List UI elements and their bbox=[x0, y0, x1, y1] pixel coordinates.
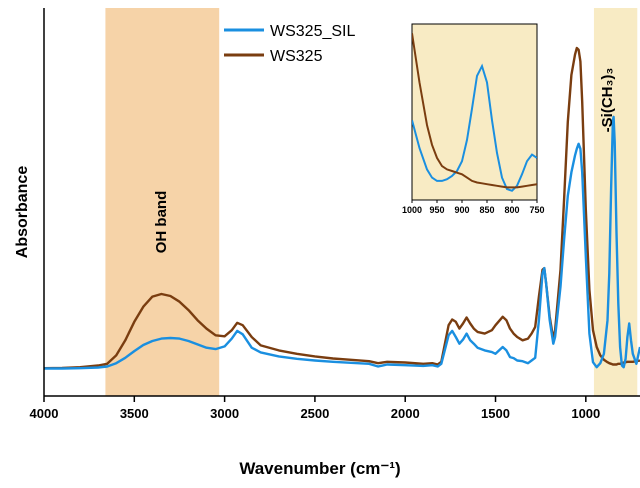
inset-x-tick-label-750: 750 bbox=[529, 205, 544, 215]
inset-x-tick-label-800: 800 bbox=[504, 205, 519, 215]
inset-series-line-ws325-sil bbox=[412, 63, 537, 192]
band-oh bbox=[105, 8, 220, 396]
inset-x-ticks: 1000 950 900 850 800 750 bbox=[402, 200, 545, 215]
inset-series-line-ws325 bbox=[412, 33, 537, 189]
series-line-ws325 bbox=[44, 46, 640, 370]
series-layer bbox=[44, 46, 640, 370]
legend-label-ws325-sil: WS325_SIL bbox=[270, 23, 355, 40]
legend: WS325_SIL WS325 bbox=[224, 23, 355, 65]
inset-series-layer bbox=[412, 33, 537, 192]
inset-x-tick-label-850: 850 bbox=[479, 205, 494, 215]
x-tick-label-2500: 2500 bbox=[300, 406, 329, 421]
inset-plot-area bbox=[411, 23, 538, 201]
bands-layer bbox=[105, 8, 638, 396]
inset-chart: 1000 950 900 850 800 750 bbox=[402, 23, 545, 215]
series-line-ws325-sil bbox=[44, 115, 640, 370]
y-axis-title: Absorbance bbox=[14, 166, 31, 259]
x-ticks: 4000 3500 3000 2500 2000 1500 1000 bbox=[30, 396, 600, 421]
legend-label-ws325: WS325 bbox=[270, 48, 323, 65]
x-tick-label-3500: 3500 bbox=[120, 406, 149, 421]
x-tick-label-4000: 4000 bbox=[30, 406, 59, 421]
x-axis-title: Wavenumber (cm⁻¹) bbox=[239, 459, 400, 478]
x-tick-label-1000: 1000 bbox=[571, 406, 600, 421]
inset-x-tick-label-1000: 1000 bbox=[402, 205, 422, 215]
sich3-band-label: -Si(CH₃)₃ bbox=[599, 68, 616, 133]
inset-x-tick-label-900: 900 bbox=[454, 205, 469, 215]
inset-x-tick-label-950: 950 bbox=[429, 205, 444, 215]
x-tick-label-2000: 2000 bbox=[391, 406, 420, 421]
x-tick-label-3000: 3000 bbox=[210, 406, 239, 421]
oh-band-label: OH band bbox=[153, 191, 170, 254]
x-tick-label-1500: 1500 bbox=[481, 406, 510, 421]
